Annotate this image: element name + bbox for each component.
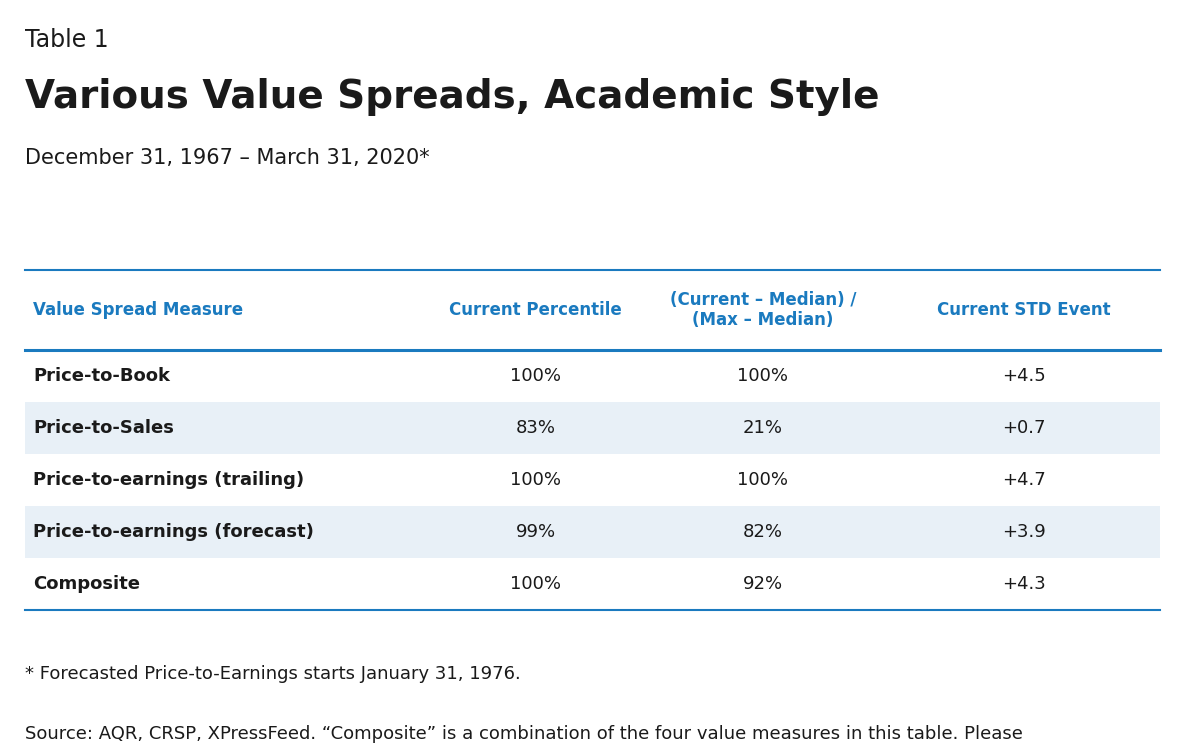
Text: 21%: 21% bbox=[743, 419, 782, 437]
Text: 100%: 100% bbox=[510, 367, 562, 385]
Text: Table 1: Table 1 bbox=[25, 28, 109, 52]
Text: 100%: 100% bbox=[510, 575, 562, 593]
Text: Price-to-earnings (forecast): Price-to-earnings (forecast) bbox=[34, 523, 314, 541]
Text: 99%: 99% bbox=[516, 523, 556, 541]
Text: +4.7: +4.7 bbox=[1002, 471, 1045, 489]
Text: 92%: 92% bbox=[743, 575, 782, 593]
Text: Various Value Spreads, Academic Style: Various Value Spreads, Academic Style bbox=[25, 78, 880, 116]
Text: December 31, 1967 – March 31, 2020*: December 31, 1967 – March 31, 2020* bbox=[25, 148, 430, 168]
Text: Current Percentile: Current Percentile bbox=[449, 301, 622, 319]
Text: +4.5: +4.5 bbox=[1002, 367, 1045, 385]
Text: Price-to-Book: Price-to-Book bbox=[34, 367, 170, 385]
Text: Price-to-earnings (trailing): Price-to-earnings (trailing) bbox=[34, 471, 304, 489]
Text: +3.9: +3.9 bbox=[1002, 523, 1045, 541]
Text: +4.3: +4.3 bbox=[1002, 575, 1045, 593]
Text: +0.7: +0.7 bbox=[1002, 419, 1045, 437]
Text: Source: AQR, CRSP, XPressFeed. “Composite” is a combination of the four value me: Source: AQR, CRSP, XPressFeed. “Composit… bbox=[25, 725, 1022, 743]
Text: * Forecasted Price-to-Earnings starts January 31, 1976.: * Forecasted Price-to-Earnings starts Ja… bbox=[25, 665, 521, 683]
Text: 100%: 100% bbox=[737, 367, 788, 385]
Text: (Current – Median) /
(Max – Median): (Current – Median) / (Max – Median) bbox=[670, 291, 856, 330]
Text: 83%: 83% bbox=[516, 419, 556, 437]
Text: Value Spread Measure: Value Spread Measure bbox=[34, 301, 244, 319]
Text: 100%: 100% bbox=[510, 471, 562, 489]
Text: Composite: Composite bbox=[34, 575, 140, 593]
Text: Price-to-Sales: Price-to-Sales bbox=[34, 419, 174, 437]
Text: 82%: 82% bbox=[743, 523, 782, 541]
Text: 100%: 100% bbox=[737, 471, 788, 489]
Text: Current STD Event: Current STD Event bbox=[937, 301, 1111, 319]
